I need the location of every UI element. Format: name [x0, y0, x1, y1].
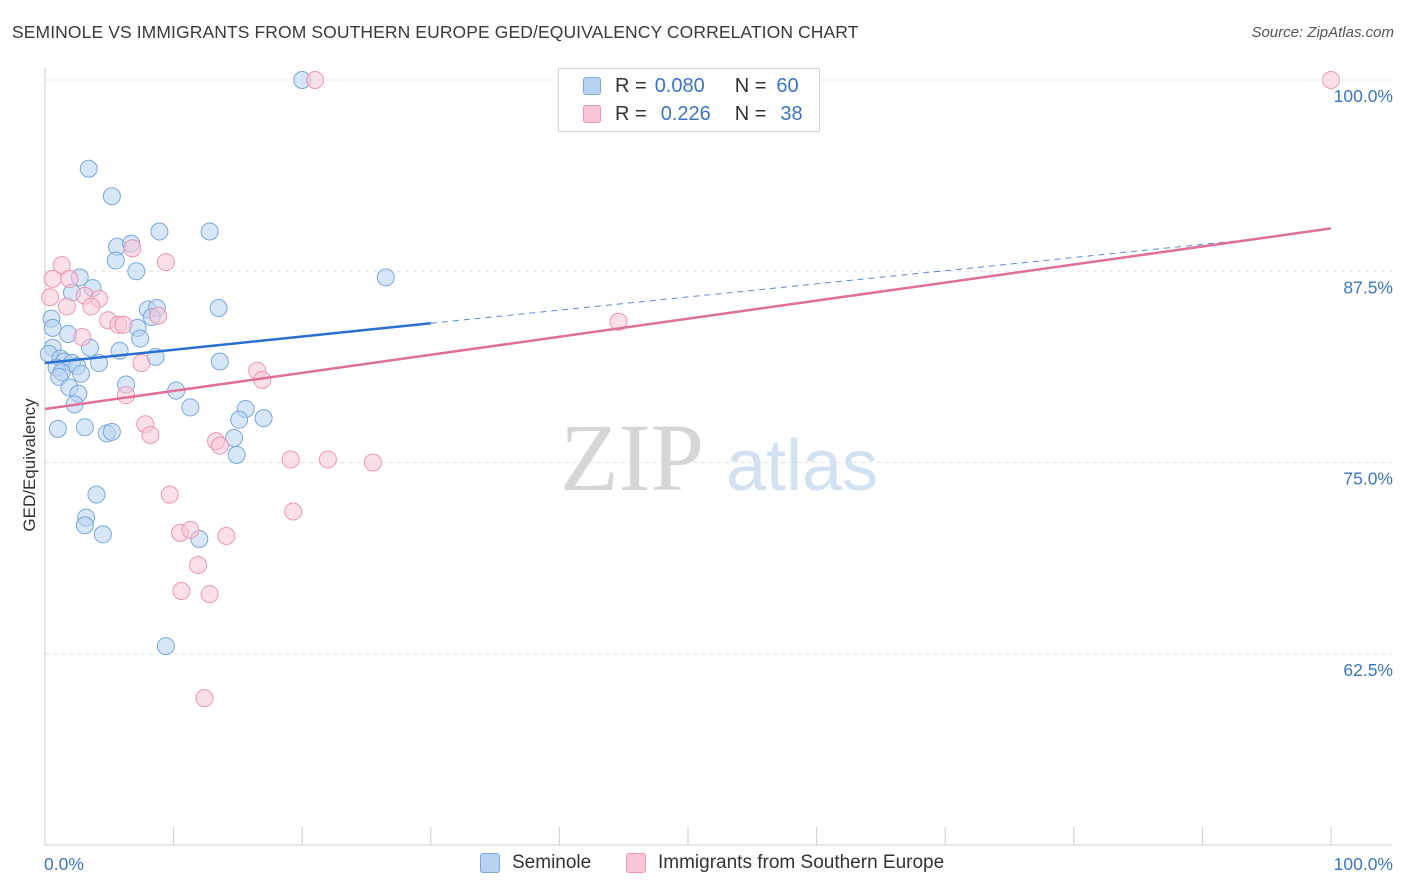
seminole-point: [254, 409, 273, 428]
source-label: Source: ZipAtlas.com: [1251, 24, 1394, 41]
seminole-legend-swatch: [480, 853, 500, 873]
immigrants-point: [160, 485, 179, 504]
immigrants-legend-label: Immigrants from Southern Europe: [658, 852, 945, 873]
stats-legend-row-immigrants: R = 0.226 N = 38: [583, 102, 803, 126]
r-label: R =: [615, 74, 647, 97]
x-tick-label: 100.0%: [1334, 854, 1393, 874]
immigrants-point: [156, 253, 175, 272]
immigrants-point: [200, 585, 219, 604]
seminole-point: [150, 222, 169, 241]
legend-item-seminole: Seminole: [480, 852, 591, 874]
r-value: 0.080: [654, 74, 705, 97]
n-label: N =: [734, 102, 767, 125]
seminole-point: [181, 398, 200, 417]
seminole-point: [106, 251, 125, 270]
seminole-point: [376, 268, 395, 287]
stats-legend-row-seminole: R = 0.080 N = 60: [583, 74, 799, 98]
immigrants-point: [181, 520, 200, 539]
chart-title: SEMINOLE VS IMMIGRANTS FROM SOUTHERN EUR…: [12, 22, 859, 42]
seminole-point: [210, 352, 229, 371]
immigrants-point: [210, 436, 229, 455]
immigrants-point: [172, 582, 191, 601]
y-tick-label: 87.5%: [1343, 277, 1393, 297]
r-label: R =: [615, 102, 647, 125]
immigrants-point: [73, 328, 92, 347]
seminole-point: [227, 445, 246, 464]
immigrants-point: [318, 450, 337, 469]
immigrants-point: [1322, 71, 1340, 89]
seminole-point: [200, 222, 219, 241]
seminole-point: [156, 637, 175, 656]
r-value: 0.226: [660, 102, 711, 125]
immigrants-point: [189, 556, 208, 575]
data-points: [39, 71, 1340, 708]
seminole-point: [102, 422, 121, 441]
seminole-legend-label: Seminole: [512, 852, 592, 873]
x-tick-label: 0.0%: [44, 854, 84, 874]
n-value: 60: [776, 74, 799, 97]
immigrants-point: [114, 315, 133, 334]
seminole-point: [75, 516, 94, 535]
immigrants-point: [149, 306, 168, 325]
seminole-point: [43, 318, 62, 337]
immigrants-point: [60, 269, 79, 288]
immigrants-point: [284, 502, 303, 521]
immigrants-point: [52, 256, 71, 275]
stats-legend: R = 0.080 N = 60 R = 0.226 N = 38: [558, 68, 820, 132]
seminole-point: [230, 410, 249, 429]
n-value: 38: [780, 102, 803, 125]
immigrants-trend-line: [44, 227, 1332, 411]
immigrants-point: [217, 526, 236, 545]
seminole-trend-line: [44, 322, 431, 365]
immigrants-point: [82, 297, 101, 316]
axes: [44, 68, 1392, 846]
watermark-zip: ZIP: [560, 404, 704, 511]
seminole-point: [79, 159, 98, 178]
immigrants-point: [41, 288, 60, 307]
immigrants-legend-swatch: [626, 853, 646, 873]
seminole-point: [93, 525, 112, 544]
immigrants-point: [195, 689, 214, 708]
tick-labels: 62.5% 75.0% 87.5% 100.0% 0.0% 100.0%: [44, 86, 1393, 874]
y-tick-label: 75.0%: [1343, 469, 1393, 489]
immigrants-point: [363, 453, 382, 472]
seminole-point: [48, 419, 67, 438]
y-tick-label: 100.0%: [1334, 86, 1393, 106]
grid-lines: [45, 79, 1392, 655]
immigrants-swatch: [583, 105, 601, 123]
seminole-point: [127, 262, 146, 281]
seminole-point: [102, 187, 121, 206]
immigrants-point: [609, 312, 628, 331]
y-tick-label: 62.5%: [1343, 660, 1393, 680]
watermark-atlas: atlas: [726, 426, 878, 506]
legend-item-immigrants: Immigrants from Southern Europe: [626, 852, 944, 874]
immigrants-point: [57, 297, 76, 316]
trend-lines: [44, 227, 1332, 411]
immigrants-point: [132, 354, 151, 373]
seminole-point: [75, 418, 94, 437]
seminole-point: [87, 485, 106, 504]
immigrants-point: [141, 425, 160, 444]
n-label: N =: [734, 74, 767, 97]
immigrants-point: [306, 71, 325, 89]
seminole-point: [209, 298, 228, 317]
immigrants-point: [281, 450, 300, 469]
watermark: ZIP atlas: [560, 404, 878, 511]
y-axis-label: GED/Equivalency: [20, 398, 39, 532]
seminole-point: [72, 364, 91, 383]
immigrants-point: [43, 269, 62, 288]
immigrants-point: [117, 386, 136, 405]
seminole-trend-extension: [430, 238, 1254, 324]
seminole-point: [131, 329, 150, 348]
seminole-swatch: [583, 77, 601, 95]
immigrants-point: [123, 239, 142, 258]
